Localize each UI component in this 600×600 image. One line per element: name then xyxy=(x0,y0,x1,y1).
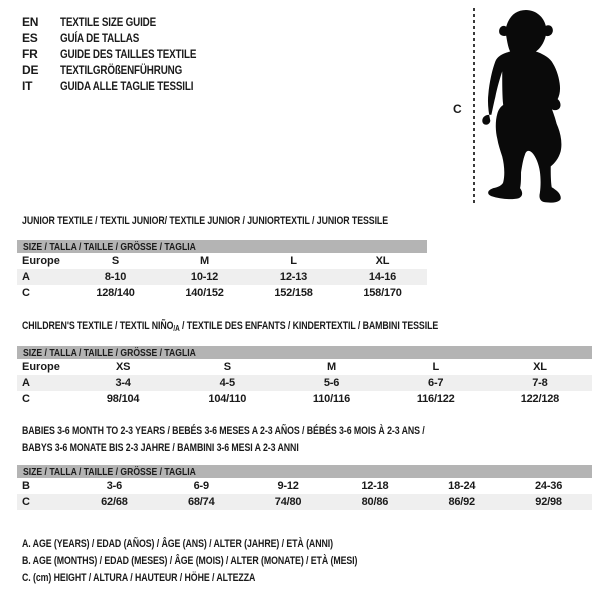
height-measure-dashed-line xyxy=(473,8,475,206)
table-cell: 6-9 xyxy=(193,480,210,492)
table-cell: 98/104 xyxy=(106,393,140,405)
language-code: EN xyxy=(22,15,39,29)
language-title: GUÍA DE TALLAS xyxy=(60,31,140,45)
table-row: C 128/140 140/152 152/158 158/170 xyxy=(17,285,427,301)
table-cell: 18-24 xyxy=(448,480,476,492)
table-cell: 24-36 xyxy=(534,480,563,492)
table-cell: 5-6 xyxy=(323,377,340,389)
table-cell: 14-16 xyxy=(368,271,397,283)
table-cell: 6-7 xyxy=(428,377,444,389)
table-cell: 104/110 xyxy=(208,393,247,405)
heading-subscript: /A xyxy=(173,324,180,333)
language-list: EN TEXTILE SIZE GUIDE ES GUÍA DE TALLAS … xyxy=(22,14,226,94)
table-cell: 12-13 xyxy=(279,271,308,283)
table-cell: M xyxy=(327,361,336,373)
table-cell: L xyxy=(290,255,297,267)
language-code: FR xyxy=(22,47,38,61)
heading-text: JUNIOR TEXTILE / TEXTIL JUNIOR/ TEXTILE … xyxy=(22,215,389,227)
table-cell: 116/122 xyxy=(416,393,455,405)
language-row: FR GUIDE DES TAILLES TEXTILE xyxy=(22,46,226,62)
table-cell: 9-12 xyxy=(277,480,299,492)
table-cell: XL xyxy=(375,255,390,267)
table-cell: 122/128 xyxy=(520,393,560,405)
table-row: B 3-6 6-9 9-12 12-18 18-24 24-36 xyxy=(17,478,592,494)
heading-text: CHILDREN'S TEXTILE / TEXTIL NIÑO xyxy=(22,320,174,332)
size-table-header-text: SIZE / TALLA / TAILLE / GRÖSSE / TAGLIA xyxy=(23,465,196,478)
table-row: Europe S M L XL xyxy=(17,253,427,269)
table-cell: M xyxy=(200,255,209,267)
table-cell: 4-5 xyxy=(219,377,236,389)
heading-text: BABIES 3-6 MONTH TO 2-3 YEARS / BEBÉS 3-… xyxy=(22,425,425,437)
legend-line-c: C. (cm) HEIGHT / ALTURA / HAUTEUR / HÖHE… xyxy=(22,572,256,584)
legend: A. AGE (YEARS) / EDAD (AÑOS) / ÂGE (ANS)… xyxy=(22,536,441,587)
section-heading-children: CHILDREN'S TEXTILE / TEXTIL NIÑO/A / TEX… xyxy=(22,319,438,336)
table-cell: 74/80 xyxy=(274,496,302,508)
table-row: A 3-4 4-5 5-6 6-7 7-8 xyxy=(17,375,592,391)
language-row: EN TEXTILE SIZE GUIDE xyxy=(22,14,226,30)
table-cell: 12-18 xyxy=(361,480,389,492)
table-cell: 86/92 xyxy=(448,496,475,508)
size-table-header-text: SIZE / TALLA / TAILLE / GRÖSSE / TAGLIA xyxy=(23,240,196,253)
size-table-header: SIZE / TALLA / TAILLE / GRÖSSE / TAGLIA xyxy=(17,465,592,478)
table-cell: XL xyxy=(533,361,547,373)
size-table-babies: SIZE / TALLA / TAILLE / GRÖSSE / TAGLIA B… xyxy=(17,465,592,510)
table-cell: 110/116 xyxy=(312,393,351,405)
section-heading-babies: BABIES 3-6 MONTH TO 2-3 YEARS / BEBÉS 3-… xyxy=(22,424,425,456)
table-cell: XS xyxy=(115,361,131,373)
row-label: C xyxy=(22,496,30,508)
size-table-junior: SIZE / TALLA / TAILLE / GRÖSSE / TAGLIA E… xyxy=(17,240,427,301)
table-cell: S xyxy=(111,255,120,267)
language-title: GUIDA ALLE TAGLIE TESSILI xyxy=(60,79,194,93)
row-label: Europe xyxy=(22,255,60,267)
height-measure-label: C xyxy=(453,102,462,116)
table-cell: 7-8 xyxy=(532,377,548,389)
language-code: IT xyxy=(22,79,33,93)
row-label: A xyxy=(22,377,30,389)
table-row: C 98/104 104/110 110/116 116/122 122/128 xyxy=(17,391,592,407)
table-cell: 128/140 xyxy=(96,287,135,299)
table-cell: 140/152 xyxy=(185,287,224,299)
table-cell: S xyxy=(223,361,231,373)
section-heading-junior: JUNIOR TEXTILE / TEXTIL JUNIOR/ TEXTILE … xyxy=(22,214,388,231)
row-label: Europe xyxy=(22,361,60,373)
row-label: C xyxy=(22,393,30,405)
language-row: DE TEXTILGRÖßENFÜHRUNG xyxy=(22,62,226,78)
table-row: A 8-10 10-12 12-13 14-16 xyxy=(17,269,427,285)
size-table-children: SIZE / TALLA / TAILLE / GRÖSSE / TAGLIA E… xyxy=(17,346,592,407)
size-table-header-text: SIZE / TALLA / TAILLE / GRÖSSE / TAGLIA xyxy=(23,346,196,359)
row-label: B xyxy=(22,480,30,492)
table-cell: 152/158 xyxy=(274,287,313,299)
table-row: Europe XS S M L XL xyxy=(17,359,592,375)
heading-text: / TEXTILE DES ENFANTS / KINDERTEXTIL / B… xyxy=(179,320,439,332)
language-row: ES GUÍA DE TALLAS xyxy=(22,30,226,46)
row-label: C xyxy=(22,287,30,299)
table-cell: 68/74 xyxy=(187,496,215,508)
table-cell: 80/86 xyxy=(361,496,389,508)
heading-line2: BABYS 3-6 MONATE BIS 2-3 JAHRE / BAMBINI… xyxy=(22,442,299,454)
language-title: TEXTILE SIZE GUIDE xyxy=(60,15,157,29)
language-title: TEXTILGRÖßENFÜHRUNG xyxy=(60,63,183,77)
table-cell: 3-6 xyxy=(106,480,123,492)
table-cell: 92/98 xyxy=(535,496,562,508)
table-cell: 3-4 xyxy=(115,377,131,389)
language-row: IT GUIDA ALLE TAGLIE TESSILI xyxy=(22,78,226,94)
table-cell: 10-12 xyxy=(190,271,219,283)
table-cell: L xyxy=(432,361,439,373)
table-cell: 8-10 xyxy=(104,271,127,283)
size-table-header: SIZE / TALLA / TAILLE / GRÖSSE / TAGLIA xyxy=(17,240,427,253)
language-code: ES xyxy=(22,31,38,45)
legend-line-b: B. AGE (MONTHS) / EDAD (MESES) / ÂGE (MO… xyxy=(22,555,358,567)
toddler-silhouette-icon xyxy=(482,9,562,203)
language-code: DE xyxy=(22,63,39,77)
language-title: GUIDE DES TAILLES TEXTILE xyxy=(60,47,197,61)
table-cell: 158/170 xyxy=(363,287,402,299)
table-cell: 62/68 xyxy=(101,496,128,508)
legend-line-a: A. AGE (YEARS) / EDAD (AÑOS) / ÂGE (ANS)… xyxy=(22,538,333,550)
size-table-header: SIZE / TALLA / TAILLE / GRÖSSE / TAGLIA xyxy=(17,346,592,359)
row-label: A xyxy=(22,271,30,283)
table-row: C 62/68 68/74 74/80 80/86 86/92 92/98 xyxy=(17,494,592,510)
